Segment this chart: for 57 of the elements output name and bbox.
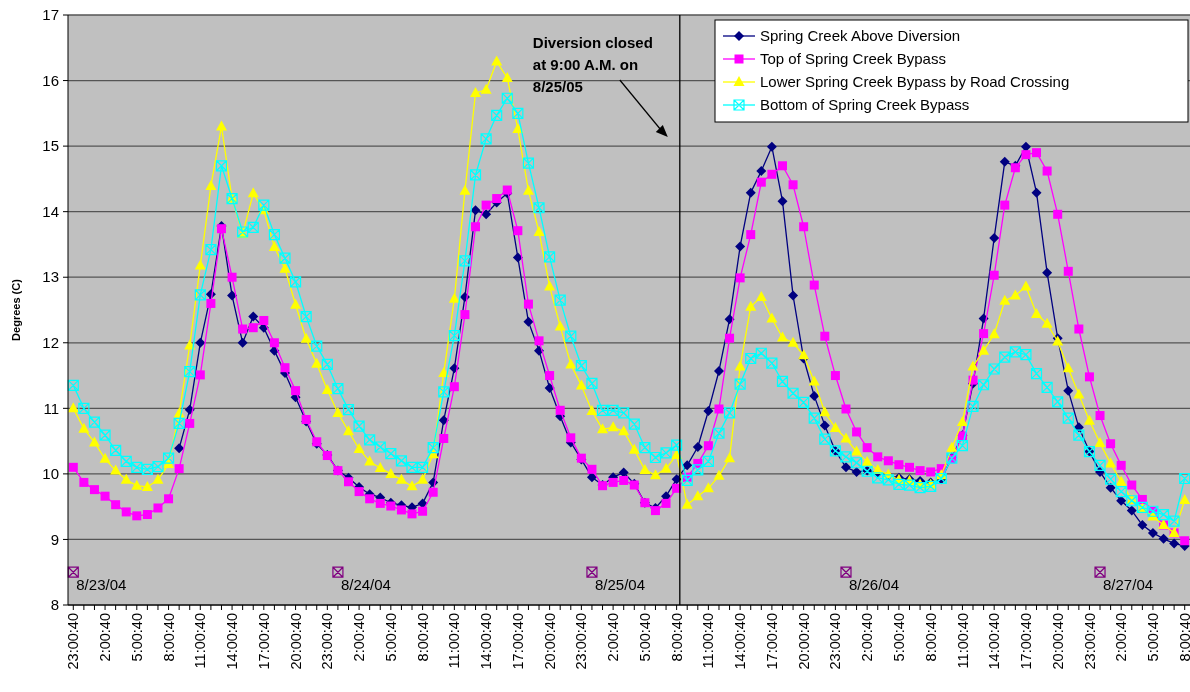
x-tick-label: 20:00:40	[541, 613, 558, 670]
y-tick-label: 10	[42, 465, 59, 483]
x-tick-label: 17:00:40	[255, 613, 272, 670]
x-tick-label: 11:00:40	[700, 613, 717, 669]
x-tick-label: 2:00:40	[1113, 613, 1130, 662]
x-tick-label: 5:00:40	[1145, 613, 1162, 662]
x-tick-label: 20:00:40	[287, 613, 304, 670]
annotation: 8/26/04	[848, 576, 900, 594]
x-tick-label: 2:00:40	[351, 613, 368, 662]
annotation: 8/24/04	[340, 576, 391, 594]
x-tick-label: 5:00:40	[636, 613, 653, 662]
y-tick-label: 12	[42, 334, 59, 352]
x-tick-label: 8:00:40	[1176, 613, 1190, 662]
x-tick-label: 5:00:40	[382, 613, 399, 662]
x-tick-label: 8:00:40	[160, 613, 177, 662]
x-tick-label: 23:00:40	[573, 613, 590, 670]
x-tick-label: 14:00:40	[732, 613, 749, 670]
x-tick-label: 8:00:40	[922, 613, 939, 662]
x-tick-label: 14:00:40	[478, 613, 495, 670]
y-axis-title: Degrees (C)	[10, 278, 22, 341]
y-tick-label: 14	[42, 202, 59, 220]
x-tick-label: 2:00:40	[97, 613, 114, 662]
legend-label: Bottom of Spring Creek Bypass	[760, 96, 970, 114]
x-tick-label: 2:00:40	[859, 613, 876, 662]
y-tick-label: 8	[50, 596, 59, 614]
y-tick-label: 11	[43, 399, 59, 417]
x-tick-label: 23:00:40	[65, 613, 82, 670]
x-tick-label: 23:00:40	[1081, 613, 1098, 670]
x-tick-label: 17:00:40	[509, 613, 526, 670]
x-tick-label: 11:00:40	[446, 613, 463, 669]
x-tick-label: 23:00:40	[827, 613, 844, 670]
x-tick-label: 5:00:40	[890, 613, 907, 662]
x-tick-label: 23:00:40	[319, 613, 336, 670]
annotation: 8/25/04	[594, 576, 645, 594]
y-tick-label: 13	[42, 268, 59, 286]
x-tick-label: 17:00:40	[1018, 613, 1035, 670]
x-tick-label: 14:00:40	[224, 613, 241, 670]
legend-label: Spring Creek Above Diversion	[760, 27, 961, 45]
legend-label: Top of Spring Creek Bypass	[760, 50, 946, 68]
y-tick-label: 15	[42, 137, 59, 155]
x-tick-label: 11:00:40	[954, 613, 971, 669]
legend-label: Lower Spring Creek Bypass by Road Crossing	[760, 73, 1070, 91]
x-tick-label: 8:00:40	[414, 613, 431, 662]
x-tick-label: 11:00:40	[192, 613, 209, 669]
annotation: Diversion closed at 9:00 A.M. on 8/25/05	[532, 34, 653, 95]
annotation: 8/27/04	[1103, 576, 1154, 594]
x-tick-label: 20:00:40	[795, 613, 812, 670]
y-tick-label: 17	[42, 6, 59, 24]
y-tick-label: 9	[50, 530, 59, 548]
x-tick-label: 5:00:40	[128, 613, 145, 662]
x-tick-label: 2:00:40	[605, 613, 622, 662]
x-tick-label: 8:00:40	[668, 613, 685, 662]
y-tick-label: 16	[42, 71, 59, 89]
annotation: 8/23/04	[76, 576, 127, 594]
x-tick-label: 14:00:40	[986, 613, 1003, 670]
x-tick-label: 17:00:40	[763, 613, 780, 670]
x-tick-label: 20:00:40	[1049, 613, 1066, 670]
